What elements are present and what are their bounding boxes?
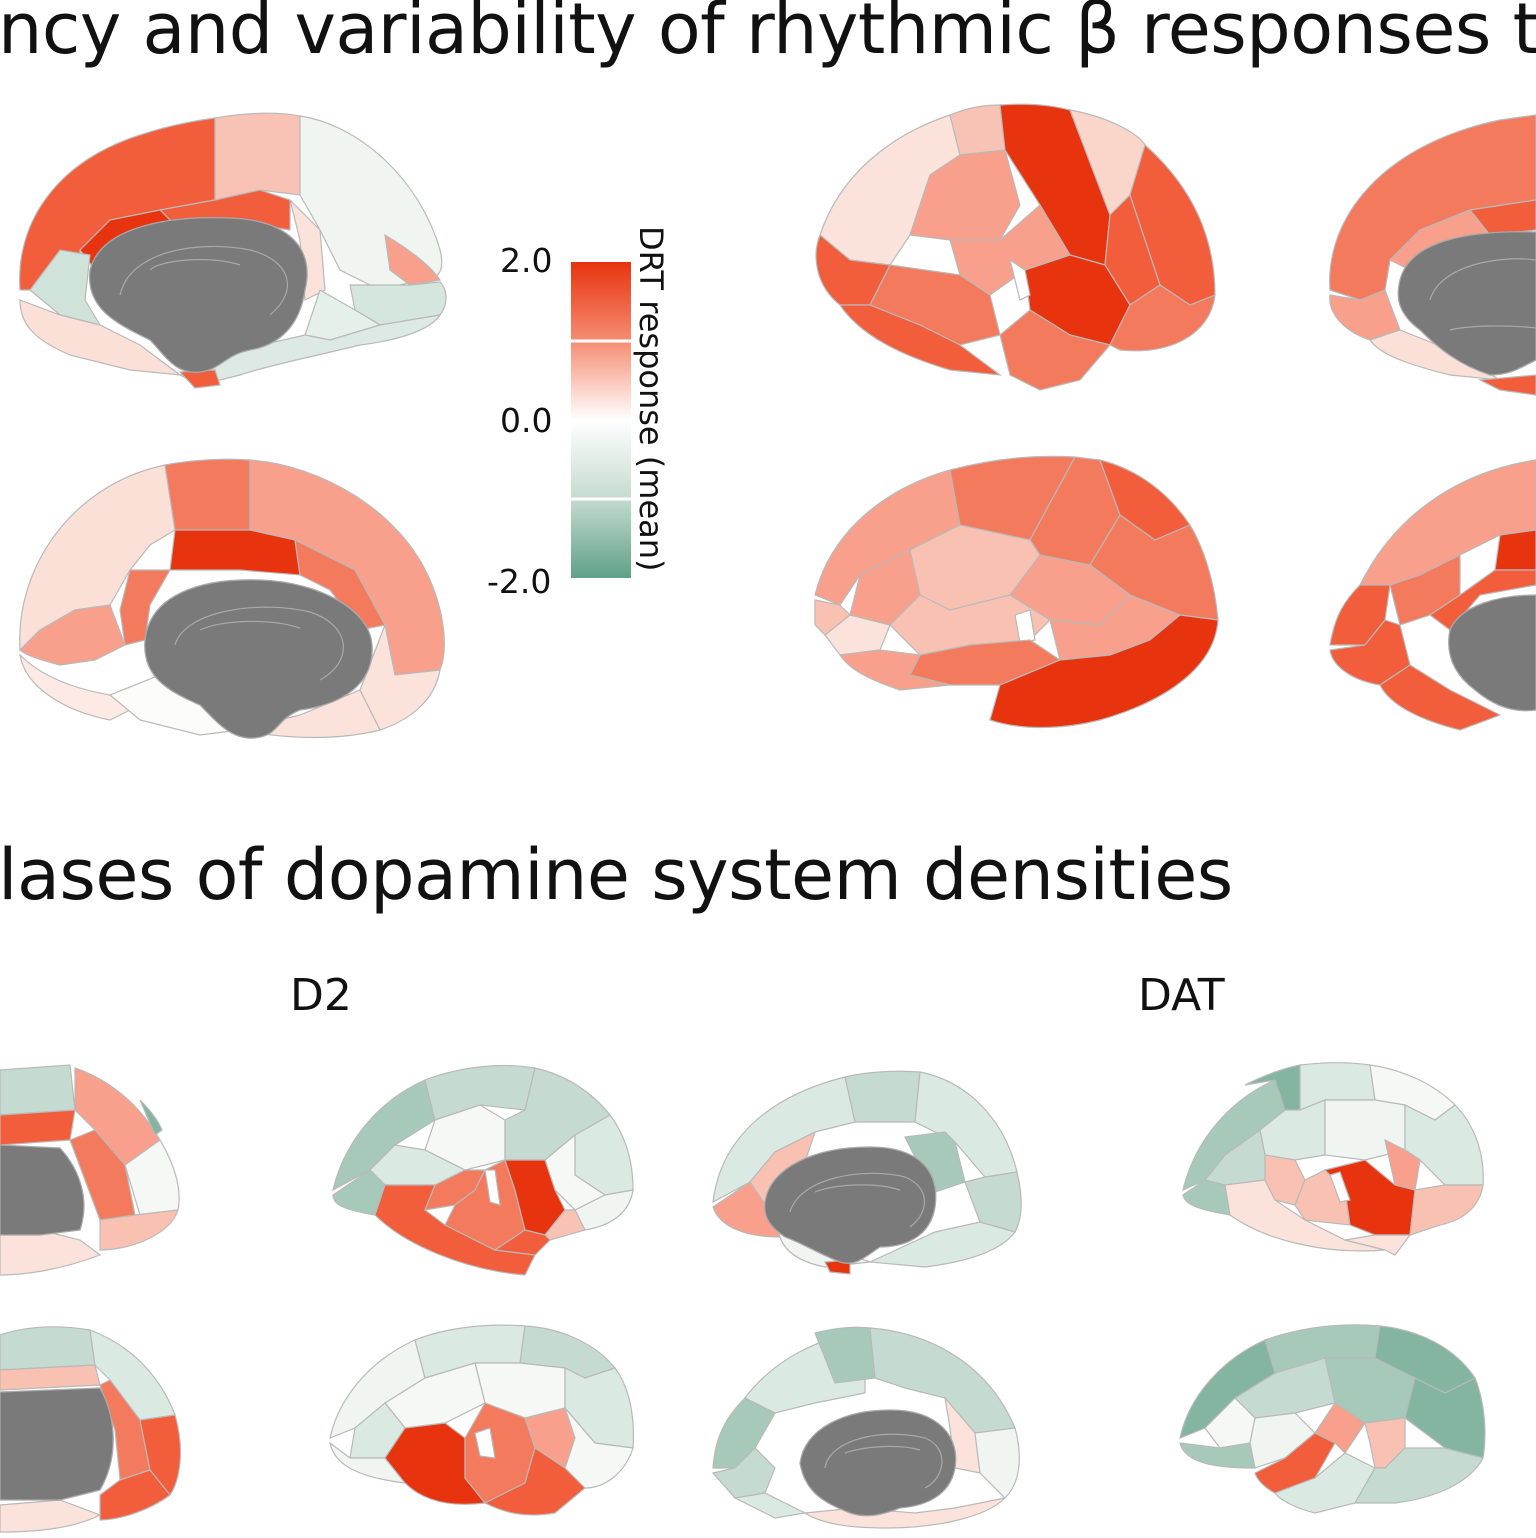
brain-region <box>838 649 951 691</box>
brain-region <box>19 299 183 376</box>
brain-region <box>1224 1179 1386 1252</box>
brain-region <box>0 1229 102 1276</box>
brain-region <box>384 233 442 286</box>
brain-region <box>384 1422 487 1505</box>
brain-region <box>1477 374 1536 396</box>
brain-region <box>1329 619 1411 686</box>
brain-region <box>1009 258 1031 301</box>
colorbar-title: DRT response (mean) <box>632 226 670 572</box>
brain-lateral-d2-lower <box>329 1324 634 1516</box>
brain-region <box>484 1169 501 1206</box>
brain-medial-d2-lower <box>711 1326 1020 1529</box>
colorbar-gradient <box>571 262 631 578</box>
brain-region <box>867 1221 1017 1268</box>
brain-lateral-dat-upper <box>1182 1062 1484 1256</box>
brain-region <box>712 1397 776 1469</box>
brain-region <box>838 304 1003 376</box>
brain-core <box>799 1409 957 1517</box>
panel-title-middle: lases of dopamine system densities <box>0 834 1233 916</box>
brain-region <box>1384 1138 1421 1191</box>
brain-core <box>1448 594 1536 712</box>
colorbar-tick-min: -2.0 <box>487 562 552 601</box>
brain-region <box>1329 289 1401 341</box>
brain-region <box>164 458 251 531</box>
brain-region <box>0 1364 101 1391</box>
brain-lateral-top-middle-lower <box>814 455 1219 729</box>
brain-core <box>0 1387 114 1501</box>
brain-region <box>139 1099 163 1136</box>
brain-region <box>0 1499 102 1533</box>
brain-region <box>474 1427 496 1459</box>
brain-region <box>1409 1184 1484 1236</box>
panel-title-top: ncy and variability of rhythmic β respon… <box>0 0 1536 70</box>
brain-region <box>564 1407 634 1489</box>
brain-region <box>844 1070 921 1123</box>
brain-region <box>178 314 442 386</box>
brain-lateral-dat-lower <box>1179 1324 1486 1514</box>
brain-region <box>1329 584 1391 646</box>
brain-region <box>1353 1447 1484 1504</box>
brain-region <box>178 369 221 389</box>
brain-medial-top-right-lower <box>1329 459 1536 731</box>
brain-medial-bottom-left-lower <box>0 1326 182 1533</box>
brain-region <box>1344 1234 1412 1256</box>
brain-region <box>19 464 176 652</box>
brain-region <box>909 149 1021 241</box>
brain-core <box>764 1146 937 1264</box>
brain-core <box>1397 231 1536 376</box>
brain-region <box>493 1229 551 1256</box>
colorbar-tick-zero: 0.0 <box>500 401 553 440</box>
brain-core-outline <box>824 1433 943 1489</box>
receptor-label-d2: D2 <box>290 970 352 1021</box>
brain-region <box>712 1076 856 1204</box>
brain-region <box>1379 664 1502 731</box>
brain-medial-bottom-left-upper <box>0 1064 180 1276</box>
brain-region <box>1014 609 1036 644</box>
brain-region <box>949 104 1006 156</box>
brain-core-outline <box>1429 258 1536 331</box>
brain-region <box>0 1064 76 1116</box>
brain-medial-top-right-upper <box>1329 114 1536 396</box>
brain-region <box>1179 1442 1256 1469</box>
brain-region <box>0 1326 96 1371</box>
brain-core-outline <box>789 1172 925 1228</box>
brain-region <box>1494 529 1536 571</box>
brain-region <box>1314 1402 1366 1454</box>
colorbar-fill <box>571 262 631 578</box>
brain-region <box>483 1447 586 1516</box>
brain-region <box>99 1469 171 1521</box>
brain-core <box>0 1144 85 1236</box>
brain-region <box>1274 1452 1376 1514</box>
brain-region <box>19 604 126 666</box>
brain-core <box>88 216 308 373</box>
brain-region <box>989 614 1219 729</box>
brain-lateral-d2-upper <box>332 1064 634 1276</box>
brain-region <box>574 1189 634 1231</box>
brain-region <box>214 112 301 201</box>
brain-region <box>0 1109 76 1146</box>
brain-medial-top-left-upper <box>19 112 447 389</box>
colorbar-tick-max: 2.0 <box>500 241 553 280</box>
brain-medial-d2-upper <box>712 1070 1022 1275</box>
brain-region <box>999 309 1112 391</box>
brain-core-outline <box>174 606 344 681</box>
brain-region <box>814 599 851 636</box>
brain-lateral-top-middle-upper <box>815 103 1216 391</box>
brain-region <box>803 1497 1007 1529</box>
brain-region <box>19 653 142 721</box>
brain-region <box>424 1064 536 1121</box>
brain-region <box>99 1209 179 1251</box>
brain-core-outline <box>119 245 288 316</box>
receptor-label-dat: DAT <box>1138 970 1225 1021</box>
brain-region <box>974 1427 1020 1499</box>
brain-region <box>1109 284 1216 352</box>
brain-region <box>169 529 301 576</box>
brain-region <box>1329 1171 1351 1203</box>
brain-region <box>288 198 326 301</box>
brain-region <box>733 1492 807 1519</box>
brain-medial-top-left-lower <box>19 458 445 739</box>
